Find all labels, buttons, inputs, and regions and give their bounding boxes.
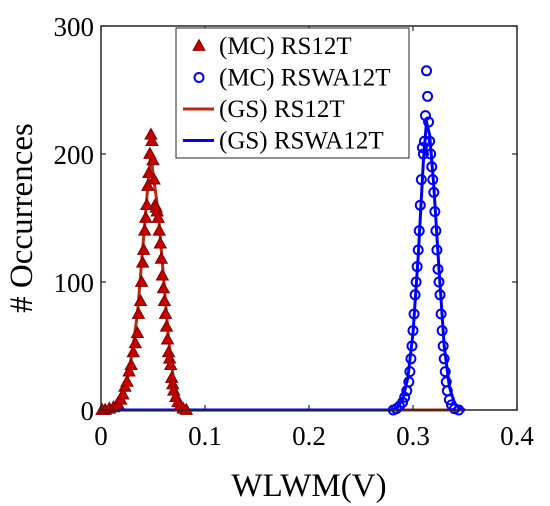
series-1-point	[430, 225, 442, 237]
series-1-point	[416, 142, 428, 154]
series-0-point	[135, 255, 150, 268]
series-0-point	[136, 242, 151, 255]
x-tick-label: 0.3	[396, 421, 430, 451]
series-1-point	[439, 366, 451, 378]
series-0-point	[145, 133, 159, 147]
series-0-point	[140, 178, 155, 191]
series-1-point	[436, 325, 448, 337]
x-tick-label: 0.4	[500, 421, 534, 451]
series-0-point	[158, 306, 173, 319]
legend-items: (MC) RS12T (MC) RSWA12T (GS) RS12T (GS) RSW…	[183, 33, 391, 155]
series-0-point	[134, 274, 149, 287]
series-0-point	[128, 336, 143, 349]
legend-symbol-triangle	[192, 38, 206, 51]
legend-label: (MC) RSWA12T	[219, 65, 391, 92]
x-tick-label: 0.2	[292, 421, 326, 451]
series-1-point	[433, 276, 445, 288]
series-1-point	[417, 148, 429, 160]
series-0-point	[155, 268, 170, 281]
series-1-point	[412, 244, 424, 256]
x-axis-title: WLWM(V)	[231, 468, 386, 504]
series-1-point	[409, 289, 421, 301]
series-1-point	[413, 225, 425, 237]
series-1-point	[418, 135, 430, 147]
series-1-point	[426, 161, 438, 173]
legend: (MC) RS12T (MC) RSWA12T (GS) RS12T (GS) RSW…	[175, 27, 410, 159]
series-0-point	[146, 153, 160, 166]
series-0-point	[130, 325, 145, 339]
series-1-point	[397, 396, 409, 408]
series-0-point	[147, 172, 161, 185]
series-0-point	[151, 210, 166, 223]
series-1-point	[405, 353, 417, 365]
legend-symbol-circle	[193, 72, 205, 83]
series-0-point	[163, 357, 178, 371]
series-1-point	[427, 174, 439, 186]
series-1-point	[404, 366, 416, 378]
series-1-point	[408, 308, 420, 320]
series-1-point	[443, 394, 455, 406]
series-1-point	[437, 340, 449, 352]
y-tick-label: 100	[54, 268, 95, 298]
series-1-point	[424, 135, 436, 147]
series-0-point	[116, 387, 130, 400]
series-0-point	[124, 357, 138, 371]
series-1-point	[429, 206, 441, 218]
y-axis-title: # Occurrences	[4, 123, 40, 313]
series-2-line	[101, 152, 465, 412]
series-0-point	[156, 281, 171, 294]
series-1-point	[411, 261, 423, 273]
series-1-point	[414, 199, 426, 211]
series-0-point	[138, 210, 153, 223]
series-1-point	[423, 116, 435, 128]
series-0-point	[137, 223, 152, 236]
series-1-point	[422, 90, 434, 102]
series-1-point	[432, 263, 444, 275]
series-0-point	[120, 374, 134, 387]
series-0-point	[179, 402, 194, 415]
series-0-point	[159, 319, 174, 332]
ticks-layer: 0 0.1 0.2 0.3 0.4 0 100 200 300	[54, 12, 535, 451]
y-tick-label: 0	[81, 396, 95, 426]
legend-label: (GS) RSWA12T	[219, 128, 384, 155]
series-1-point	[403, 376, 415, 388]
series-0-point	[133, 293, 148, 307]
series-0-point	[153, 236, 168, 249]
legend-label: (MC) RS12T	[219, 33, 352, 60]
series-1-point	[435, 308, 447, 320]
x-tick-label: 0.1	[188, 421, 222, 451]
series-0-point	[131, 306, 146, 319]
legend-label: (GS) RS12T	[219, 96, 345, 123]
series-0-point	[126, 345, 141, 358]
series-1-point	[434, 289, 446, 301]
legend-box	[175, 27, 410, 159]
series-1-point	[415, 174, 427, 186]
series-0-point	[152, 223, 167, 236]
series-1-point	[438, 353, 450, 365]
series-1-point	[431, 244, 443, 256]
series-0-point	[122, 364, 136, 377]
y-tick-label: 200	[54, 140, 95, 170]
series-1-point	[421, 65, 433, 77]
x-tick-label: 0	[94, 421, 108, 451]
plot-layer	[95, 65, 466, 416]
series-1-point	[407, 325, 419, 337]
series-1-point	[399, 391, 411, 403]
series-1-point	[410, 276, 422, 288]
series-0-point	[139, 197, 154, 211]
series-0-point	[154, 251, 169, 264]
series-1-point	[406, 340, 418, 352]
series-0-point	[142, 165, 156, 179]
series-1-point	[425, 148, 437, 160]
y-tick-label: 300	[54, 12, 95, 42]
series-0-point	[160, 332, 175, 345]
series-1-point	[428, 186, 440, 198]
series-0-point	[157, 293, 172, 307]
series-1-point	[419, 110, 431, 122]
